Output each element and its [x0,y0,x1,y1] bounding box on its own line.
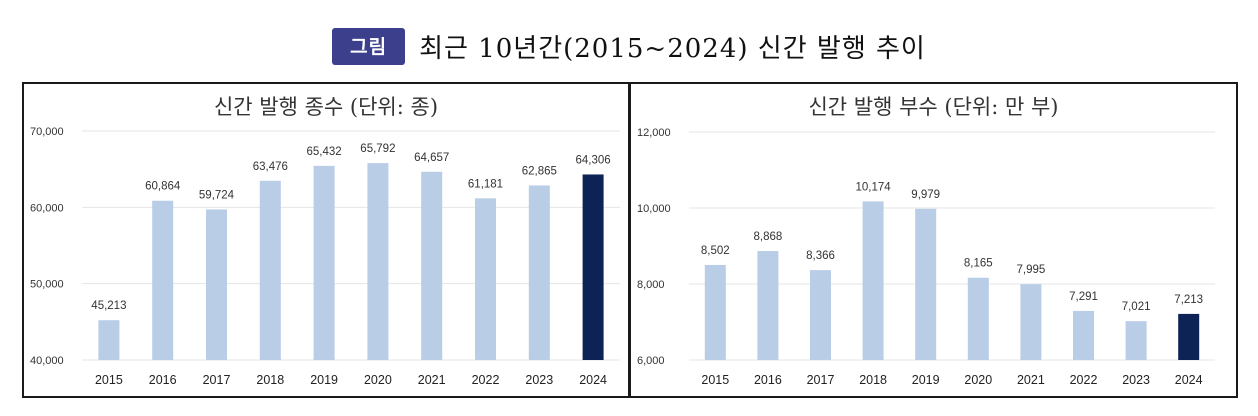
chart-panel-titles: 신간 발행 종수 (단위: 종) 40,000 50,000 60,000 70,000… [22,82,630,398]
x-tick-label: 2018 [256,373,284,387]
x-tick-label: 2023 [1122,373,1150,387]
bar [1125,321,1147,360]
y-tick-label: 60,000 [30,202,64,214]
bar [1020,284,1042,360]
bar [421,171,443,360]
bar [862,201,884,360]
bar [757,251,779,360]
bar [259,180,281,360]
data-label: 61,181 [468,178,503,190]
bar [152,200,174,360]
bar [528,185,550,360]
data-label: 10,174 [856,181,892,193]
bar [967,277,989,360]
x-tick-label: 2024 [1175,373,1203,387]
data-label: 65,432 [307,146,342,158]
y-tick-label: 70,000 [30,126,64,138]
bar [704,264,726,360]
x-tick-label: 2019 [912,373,940,387]
x-tick-label: 2015 [95,373,123,387]
data-label: 62,865 [522,165,557,177]
bar [1073,310,1094,360]
y-tick-label: 12,000 [637,127,671,139]
bar [206,209,227,360]
x-tick-label: 2021 [418,373,446,387]
data-label: 60,864 [145,181,181,193]
chart-panel-copies: 신간 발행 부수 (단위: 만 부) 6,000 8,000 10,000 12,000… [629,82,1238,398]
data-label: 65,792 [360,143,395,155]
data-label: 8,366 [806,250,835,262]
data-label: 7,213 [1174,294,1203,306]
bar [313,165,335,360]
bar [367,163,389,360]
y-tick-label: 10,000 [637,203,671,215]
data-label: 63,476 [253,161,288,173]
data-label: 8,868 [754,231,783,243]
data-label: 8,165 [964,258,993,270]
x-tick-label: 2022 [472,373,500,387]
x-tick-label: 2018 [859,373,887,387]
data-label: 7,995 [1017,264,1046,276]
x-tick-label: 2020 [364,373,392,387]
data-label: 7,291 [1069,291,1098,303]
chart-title: 신간 발행 부수 (단위: 만 부) [808,95,1058,119]
data-label: 64,306 [576,154,611,166]
bar [582,174,604,360]
figure-header: 그림 최근 10년간(2015~2024) 신간 발행 추이 [0,24,1258,68]
data-label: 9,979 [911,189,940,201]
x-tick-label: 2022 [1070,373,1098,387]
x-tick-label: 2016 [754,373,782,387]
figure-badge: 그림 [332,27,406,65]
x-tick-label: 2023 [525,373,553,387]
chart-copies-count: 신간 발행 부수 (단위: 만 부) 6,000 8,000 10,000 12,000… [637,95,1215,387]
bar [475,198,496,360]
data-label: 64,657 [414,152,449,164]
bar [1178,313,1200,360]
x-tick-label: 2017 [203,373,231,387]
bar [915,208,937,360]
x-tick-label: 2016 [149,373,177,387]
x-tick-label: 2024 [579,373,607,387]
chart-titles-count: 신간 발행 종수 (단위: 종) 40,000 50,000 60,000 70,000… [30,95,620,387]
x-tick-label: 2020 [964,373,992,387]
x-tick-label: 2021 [1017,373,1045,387]
y-tick-label: 6,000 [637,355,665,367]
data-label: 59,724 [199,189,235,201]
y-tick-label: 8,000 [637,279,665,291]
data-label: 8,502 [701,245,730,257]
figure-title: 최근 10년간(2015~2024) 신간 발행 추이 [419,33,926,64]
data-label: 7,021 [1122,301,1151,313]
bar [98,320,120,360]
chart-title: 신간 발행 종수 (단위: 종) [214,95,438,119]
x-tick-label: 2017 [807,373,835,387]
bar [810,270,831,360]
y-tick-label: 40,000 [30,355,64,367]
y-tick-label: 50,000 [30,279,64,291]
x-tick-label: 2015 [701,373,729,387]
data-label: 45,213 [91,300,126,312]
x-tick-label: 2019 [310,373,338,387]
